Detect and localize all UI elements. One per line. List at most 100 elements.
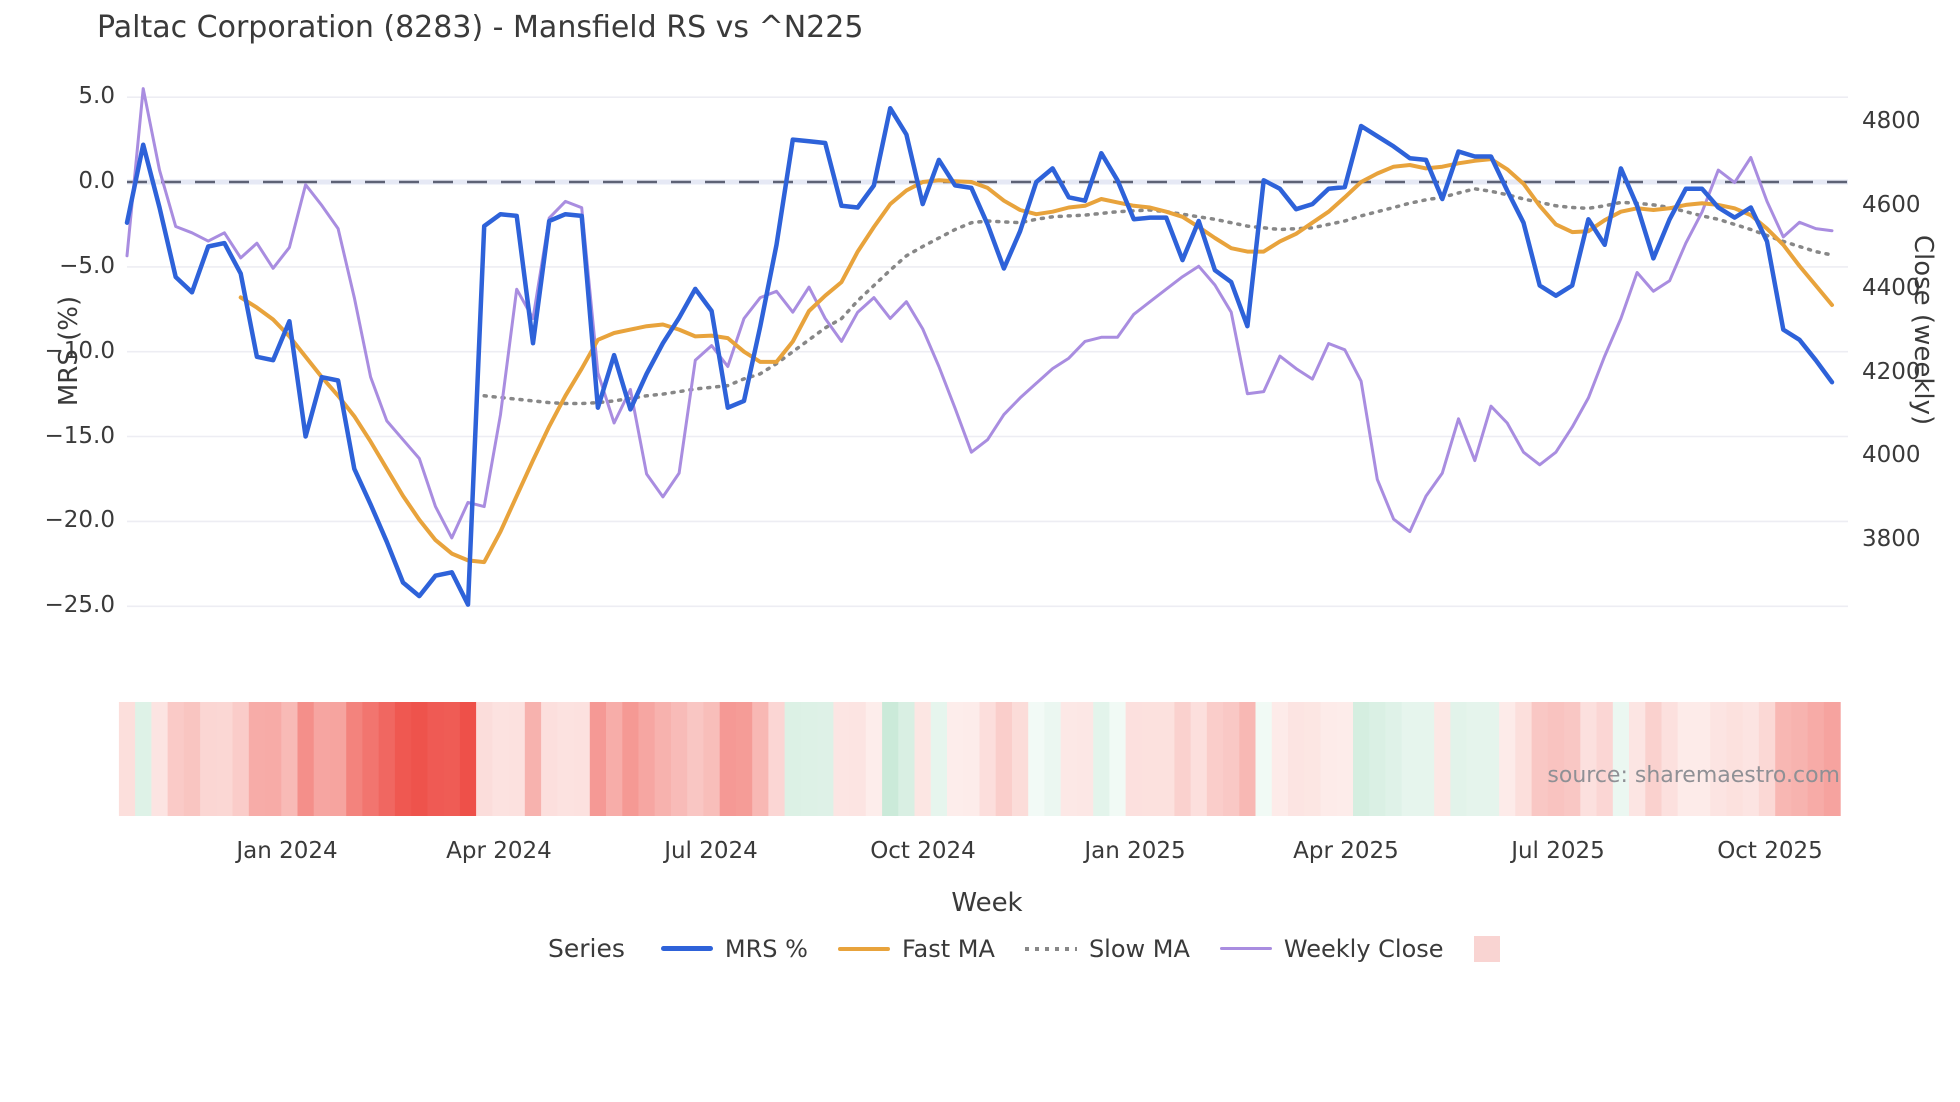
heatmap-band	[378, 702, 396, 816]
heatmap-band	[1271, 702, 1289, 816]
x-axis-tick-label: Jul 2024	[664, 838, 758, 864]
heatmap-band	[1564, 702, 1581, 816]
heatmap-band	[1710, 702, 1727, 816]
heatmap-band	[1791, 702, 1809, 816]
legend-item-heatmap	[1473, 935, 1500, 962]
legend-item-label: Slow MA	[1088, 934, 1190, 963]
heatmap-band	[1385, 702, 1403, 816]
heatmap-band	[1158, 702, 1175, 816]
heatmap-band	[1531, 702, 1549, 816]
heatmap-band	[1645, 702, 1663, 816]
heatmap-band	[833, 702, 851, 816]
right-axis-tick-label: 4800	[1862, 108, 1921, 134]
series-line-mrs-	[124, 105, 1835, 607]
heatmap-band	[1109, 702, 1127, 816]
heatmap-band	[1353, 702, 1370, 816]
heatmap-band	[752, 702, 769, 816]
heatmap-band	[1580, 702, 1598, 816]
heatmap-band	[817, 702, 834, 816]
heatmap-band	[524, 702, 542, 816]
legend-item-label: MRS %	[724, 934, 808, 963]
heatmap-band	[1661, 702, 1679, 816]
x-axis-tick-label: Jan 2024	[236, 838, 338, 864]
heatmap-band	[232, 702, 250, 816]
legend-title: Series	[548, 934, 625, 963]
heatmap-band	[963, 702, 981, 816]
heatmap-band	[492, 702, 510, 816]
heatmap-band	[1320, 702, 1338, 816]
heatmap-band	[135, 702, 152, 816]
heatmap-band	[362, 702, 380, 816]
page-title: Paltac Corporation (8283) - Mansfield RS…	[97, 10, 864, 45]
heatmap-band	[394, 702, 412, 816]
heatmap-swatch-icon	[1473, 935, 1500, 962]
heatmap-band	[1823, 702, 1841, 816]
heatmap-band	[1596, 702, 1614, 816]
legend-item-mrs-: MRS %	[660, 934, 808, 963]
heatmap-band	[297, 702, 315, 816]
heatmap-band	[1223, 702, 1240, 816]
heatmap-band	[768, 702, 786, 816]
heatmap-band	[589, 702, 607, 816]
left-axis-tick-label: −25.0	[44, 592, 115, 619]
heatmap-band	[1807, 702, 1825, 816]
heatmap-band	[265, 702, 282, 816]
heatmap-band	[1125, 702, 1143, 816]
heatmap-band	[151, 702, 169, 816]
heatmap-band	[167, 702, 185, 816]
heatmap-band	[1093, 702, 1110, 816]
heatmap-band	[995, 702, 1013, 816]
heatmap-band	[216, 702, 234, 816]
heatmap-band	[606, 702, 623, 816]
heatmap-band	[865, 702, 883, 816]
heatmap-band	[1547, 702, 1565, 816]
heatmap-band	[687, 702, 704, 816]
heatmap-band	[1515, 702, 1533, 816]
line-swatch-icon	[837, 946, 890, 951]
legend: Series MRS % Fast MA Slow MA Weekly Close	[548, 934, 1500, 963]
x-axis-tick-label: Oct 2025	[1717, 838, 1823, 864]
right-axis-tick-label: 3800	[1862, 526, 1921, 552]
heatmap-band	[1434, 702, 1451, 816]
heatmap-band	[1401, 702, 1419, 816]
left-axis-tick-label: 0.0	[78, 168, 115, 194]
heatmap-band	[1044, 702, 1062, 816]
legend-item-slow-ma: Slow MA	[1024, 934, 1190, 963]
left-axis-tick-label: 5.0	[78, 83, 115, 110]
heatmap-band	[1499, 702, 1516, 816]
legend-item-weekly-close: Weekly Close	[1219, 935, 1444, 963]
heatmap-band	[1076, 702, 1094, 816]
right-axis-tick-label: 4600	[1862, 191, 1921, 218]
source-watermark: source: sharemaestro.com	[1547, 763, 1840, 788]
heatmap-band	[1742, 702, 1760, 816]
heatmap-band	[330, 702, 347, 816]
heatmap-band	[541, 702, 558, 816]
right-axis-title: Close (weekly)	[1908, 234, 1938, 426]
right-axis-tick-label: 4400	[1862, 275, 1921, 302]
line-swatch-icon	[660, 946, 713, 951]
series-line-fast-ma	[238, 157, 1834, 565]
heatmap-band	[573, 702, 591, 816]
heatmap-band	[784, 702, 802, 816]
heatmap-band	[281, 702, 299, 816]
x-axis-title: Week	[951, 888, 1023, 918]
heatmap-band	[346, 702, 363, 816]
line-swatch-icon	[1024, 946, 1077, 951]
heatmap-band	[703, 702, 721, 816]
heatmap-band	[459, 702, 477, 816]
heatmap-band	[1190, 702, 1208, 816]
x-axis-tick-label: Jul 2025	[1511, 838, 1605, 864]
heatmap-band	[1369, 702, 1386, 816]
heatmap-band	[898, 702, 916, 816]
heatmap-band	[1758, 702, 1776, 816]
heatmap-band	[183, 702, 201, 816]
x-axis-tick-label: Oct 2024	[870, 838, 976, 864]
heatmap-band	[1336, 702, 1354, 816]
left-axis-tick-label: −15.0	[44, 422, 115, 449]
heatmap-band	[719, 702, 737, 816]
heatmap-band	[1206, 702, 1224, 816]
heatmap-band	[1612, 702, 1630, 816]
heatmap-band	[622, 702, 640, 816]
